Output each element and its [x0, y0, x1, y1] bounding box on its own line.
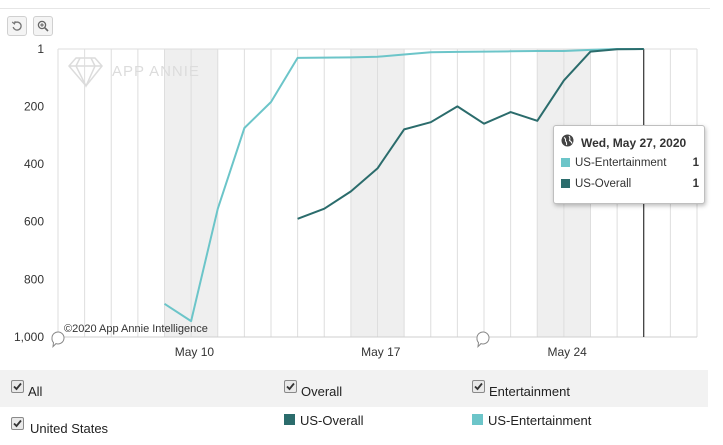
tooltip-label: US-Overall — [575, 178, 632, 190]
tooltip-value: 1 — [692, 178, 699, 190]
watermark — [68, 57, 103, 88]
series-line-us-entertainment — [163, 48, 644, 323]
entertainment-label: Entertainment — [489, 384, 570, 399]
tooltip-value: 1 — [692, 157, 699, 169]
x-tick-label: May 10 — [175, 345, 215, 359]
legend-swatch-entertainment — [472, 414, 483, 425]
united-states-checkbox[interactable] — [11, 417, 24, 430]
chart-tooltip: Wed, May 27, 2020 US-Entertainment 1 US-… — [553, 125, 705, 204]
watermark-diamond-icon — [68, 57, 103, 88]
united-states-label: United States — [30, 421, 109, 436]
y-tick-label: 1,000 — [14, 330, 44, 344]
legend-label-entertainment[interactable]: US-Entertainment — [488, 413, 592, 428]
reset-zoom-button[interactable] — [7, 16, 27, 36]
legend-swatch-overall — [284, 414, 295, 425]
all-checkbox[interactable] — [11, 380, 24, 393]
filter-row — [0, 370, 708, 407]
event-marker-icon — [51, 331, 65, 348]
checkmark-icon — [13, 382, 22, 391]
checkmark-icon — [286, 382, 295, 391]
y-tick-label: 600 — [24, 215, 44, 229]
y-tick-label: 200 — [24, 99, 44, 113]
overall-checkbox[interactable] — [284, 380, 297, 393]
tooltip-row-entertainment: US-Entertainment 1 — [561, 157, 699, 169]
x-tick-label: May 24 — [548, 345, 588, 359]
copyright-text: ©2020 App Annie Intelligence — [64, 323, 208, 335]
y-tick-label: 400 — [24, 157, 44, 171]
watermark-text: APP ANNIE — [112, 63, 200, 80]
tooltip-row-overall: US-Overall 1 — [561, 178, 699, 190]
globe-icon — [561, 134, 574, 147]
x-tick-label: May 17 — [361, 345, 401, 359]
checkmark-icon — [474, 382, 483, 391]
reset-zoom-icon — [11, 21, 22, 31]
event-marker-icon — [476, 331, 490, 348]
tooltip-date: Wed, May 27, 2020 — [581, 136, 687, 150]
top-divider — [0, 8, 710, 9]
checkmark-icon — [13, 419, 22, 428]
tooltip-swatch — [561, 179, 570, 188]
series-line-us-overall — [297, 48, 644, 220]
zoom-in-icon — [37, 20, 49, 32]
tooltip-label: US-Entertainment — [575, 157, 667, 169]
all-label: All — [28, 384, 43, 399]
y-tick-label: 800 — [24, 272, 44, 286]
overall-label: Overall — [301, 384, 343, 399]
legend-label-overall[interactable]: US-Overall — [300, 413, 364, 428]
tooltip-swatch — [561, 158, 570, 167]
entertainment-checkbox[interactable] — [472, 380, 485, 393]
zoom-in-button[interactable] — [33, 16, 53, 36]
y-tick-label: 1 — [37, 42, 44, 56]
